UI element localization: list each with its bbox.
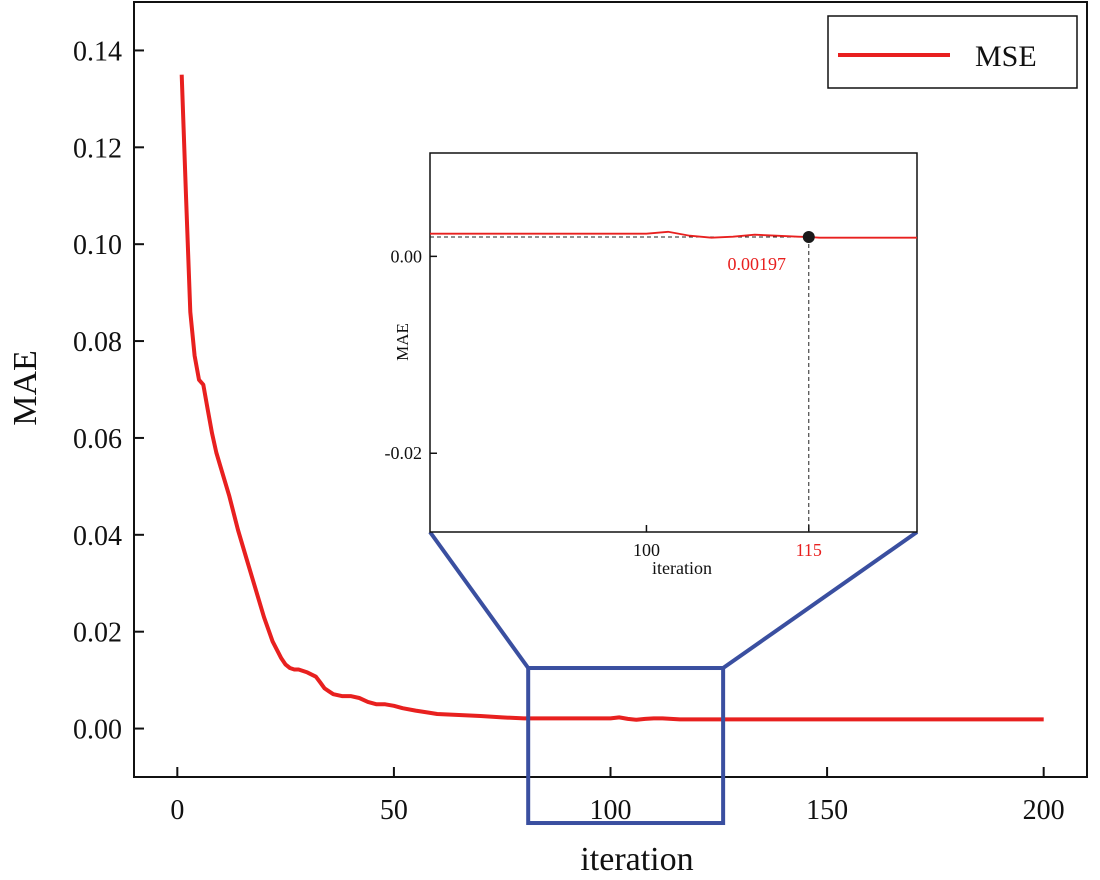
x-tick-label: 200 <box>1023 795 1065 826</box>
legend-box <box>827 15 1078 89</box>
inset-x-tick-label: 100 <box>633 540 660 560</box>
y-axis-label: MAE <box>7 350 44 426</box>
inset-annotation-label: 0.00197 <box>728 254 787 274</box>
series-line-mse <box>179 74 1044 722</box>
inset-plot-frame <box>429 152 918 533</box>
inset-axes-ticks: 100 115 0.00 -0.02 <box>385 246 822 560</box>
inset-y-axis-label: MAE <box>393 323 412 361</box>
legend-label-mse: MSE <box>975 40 1037 73</box>
zoom-box <box>526 666 726 826</box>
x-axis-label: iteration <box>580 841 693 878</box>
y-tick-label: 0.12 <box>73 133 122 164</box>
main-series-layer <box>179 74 1044 722</box>
inset-x-axis-label: iteration <box>652 558 712 578</box>
inset-series-line <box>430 230 917 239</box>
zoom-indicator <box>428 530 919 826</box>
zoom-connector-right <box>721 530 919 670</box>
zoom-connector-left <box>428 530 530 670</box>
x-tick-label: 150 <box>806 795 848 826</box>
main-axes-ticks: 0 50 100 150 200 0.00 0.02 0.04 0.06 0.08 0.10 0.12… <box>73 36 1065 826</box>
inset-y-tick-label: -0.02 <box>385 443 423 463</box>
legend: MSE <box>827 15 1078 89</box>
inset-annotation-point <box>802 230 815 243</box>
y-tick-label: 0.14 <box>73 36 122 67</box>
inset-x-tick-label: 115 <box>796 540 822 560</box>
y-tick-label: 0.00 <box>73 715 122 746</box>
inset-plot: 100 115 0.00 -0.02 iteration MAE 0.00197 <box>385 152 918 578</box>
x-tick-label: 50 <box>380 795 408 826</box>
x-tick-label: 100 <box>590 795 632 826</box>
y-tick-label: 0.06 <box>73 424 122 455</box>
y-tick-label: 0.08 <box>73 327 122 358</box>
inset-y-tick-label: 0.00 <box>391 246 423 266</box>
y-tick-label: 0.10 <box>73 230 122 261</box>
inset-series-layer <box>430 230 917 532</box>
y-tick-label: 0.02 <box>73 618 122 649</box>
x-tick-label: 0 <box>170 795 184 826</box>
y-tick-label: 0.04 <box>73 521 122 552</box>
